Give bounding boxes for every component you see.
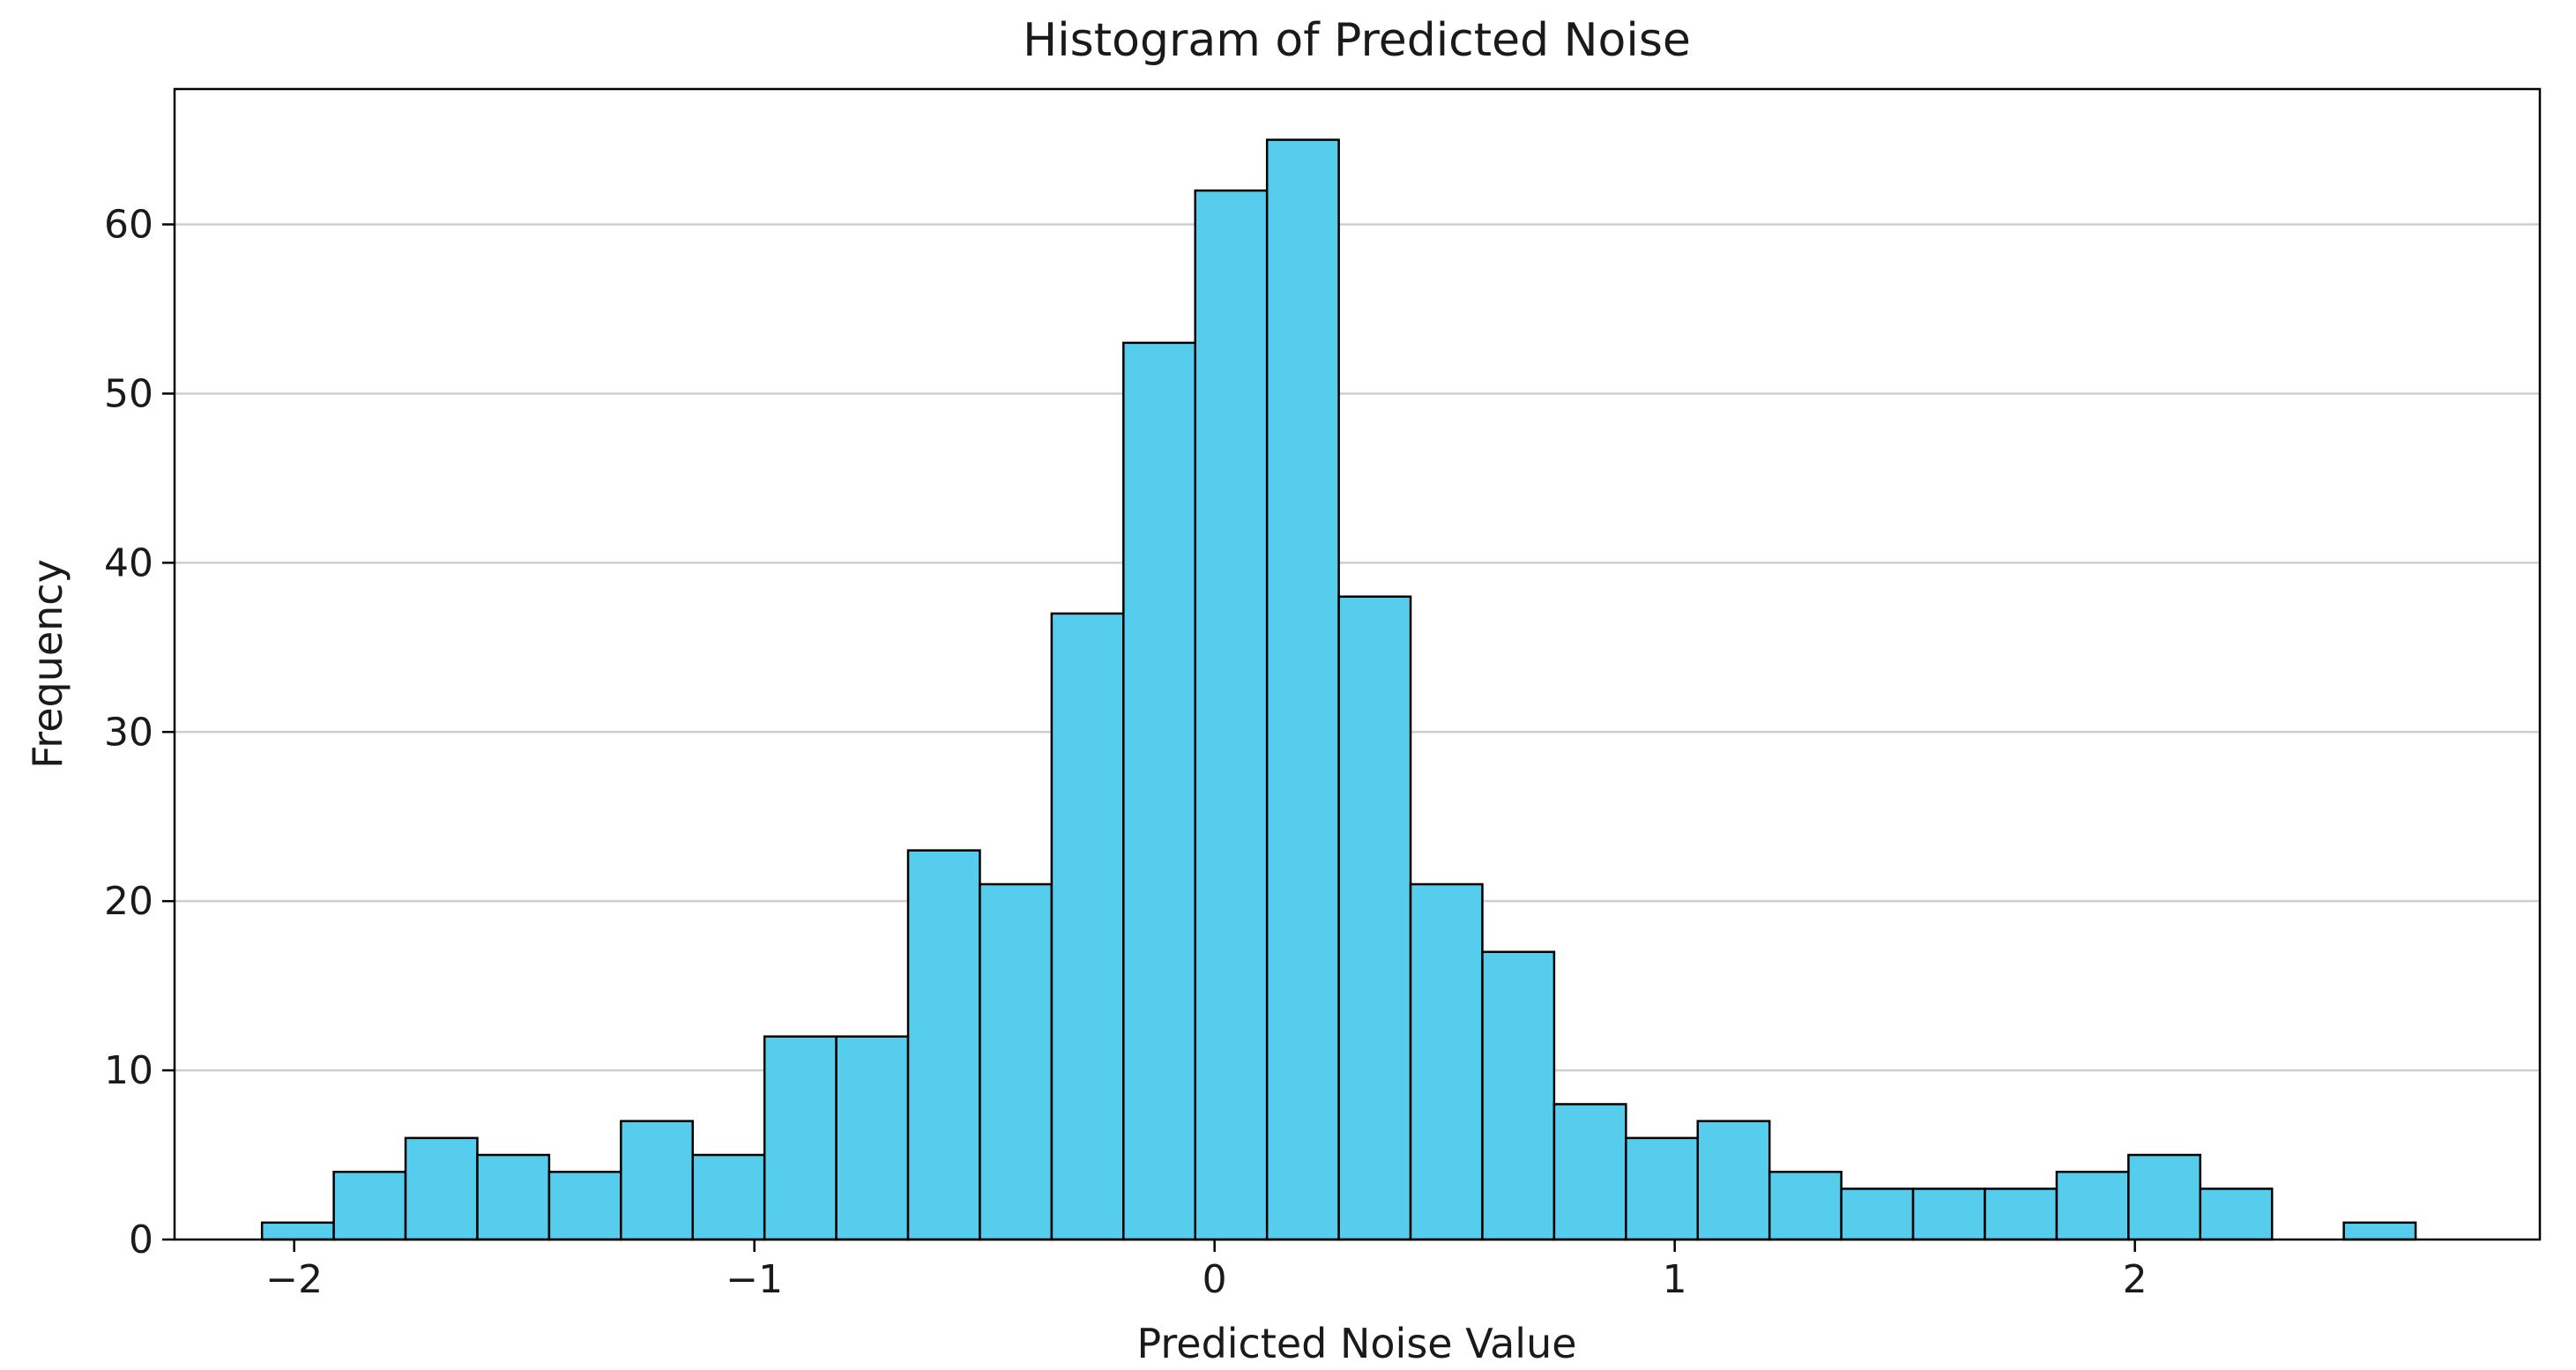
plot-frame (173, 87, 2542, 1241)
histogram-bar-12 (1122, 341, 1197, 1241)
histogram-bar-15 (1337, 595, 1412, 1241)
x-tick-label-3: 1 (1663, 1257, 1687, 1302)
y-tick-label-4: 40 (104, 540, 153, 585)
histogram-bar-5 (620, 1120, 695, 1241)
x-axis-ticks: −2 −1 0 1 2 (265, 1240, 2148, 1302)
histogram-bar-23 (1911, 1188, 1986, 1241)
y-tick-label-2: 20 (104, 879, 153, 924)
histogram-bar-16 (1409, 882, 1484, 1241)
histogram-bar-0 (260, 1221, 335, 1241)
x-tick-label-1: −1 (726, 1257, 783, 1302)
y-tick-label-6: 60 (104, 203, 153, 248)
histogram-bar-27 (2199, 1188, 2274, 1241)
chart-title: Histogram of Predicted Noise (1023, 14, 1691, 67)
histogram-bar-6 (691, 1153, 766, 1241)
histogram-bar-2 (404, 1136, 479, 1241)
histogram-bar-11 (1050, 612, 1125, 1241)
histogram-bar-4 (547, 1170, 622, 1241)
y-tick-label-0: 0 (129, 1217, 153, 1262)
histogram-bar-13 (1194, 189, 1269, 1241)
x-tick-label-0: −2 (265, 1257, 323, 1302)
histogram-bar-22 (1840, 1188, 1915, 1241)
histogram-bar-9 (906, 849, 981, 1241)
histogram-bar-18 (1552, 1103, 1627, 1241)
histogram-bars (260, 138, 2417, 1241)
x-tick-label-4: 2 (2123, 1257, 2148, 1302)
histogram-bar-10 (979, 882, 1053, 1241)
histogram-bar-29 (2342, 1221, 2417, 1241)
histogram-bar-7 (763, 1035, 838, 1241)
histogram-bar-14 (1265, 138, 1340, 1241)
y-tick-label-3: 30 (104, 710, 153, 755)
x-tick-label-2: 0 (1202, 1257, 1227, 1302)
x-axis-label: Predicted Noise Value (1136, 1320, 1576, 1367)
histogram-bar-17 (1481, 950, 1556, 1241)
y-axis-ticks: 0 10 20 30 40 50 60 (104, 203, 175, 1262)
histogram-bar-21 (1768, 1170, 1843, 1241)
histogram-bar-24 (1984, 1188, 2059, 1241)
y-tick-label-1: 10 (104, 1048, 153, 1093)
histogram-bar-19 (1625, 1136, 1700, 1241)
histogram-bar-20 (1696, 1120, 1771, 1241)
histogram-bar-26 (2127, 1153, 2202, 1241)
histogram-bar-8 (835, 1035, 910, 1241)
y-tick-label-5: 50 (104, 371, 153, 416)
histogram-bar-3 (476, 1153, 551, 1241)
histogram-bar-25 (2055, 1170, 2130, 1241)
histogram-bar-1 (332, 1170, 407, 1241)
y-axis-label: Frequency (24, 559, 71, 769)
